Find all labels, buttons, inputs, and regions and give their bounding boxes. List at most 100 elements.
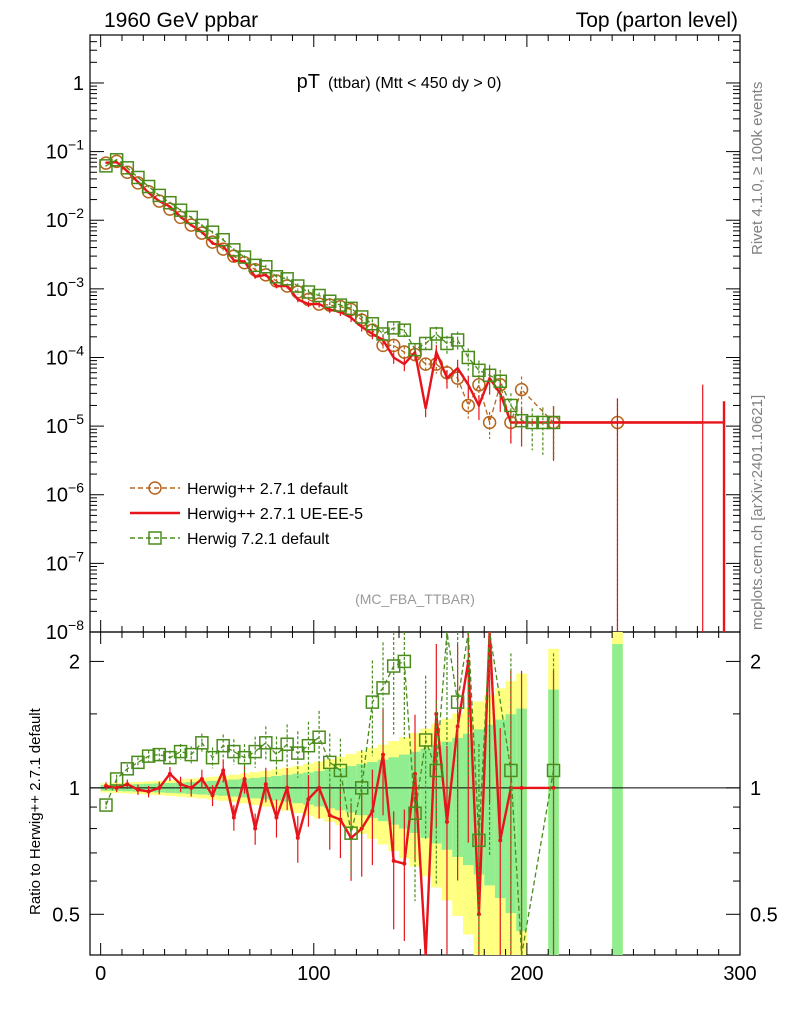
ratio-point-square bbox=[301, 738, 316, 753]
ratio-point-square bbox=[291, 746, 305, 760]
ratio-point bbox=[498, 838, 503, 843]
ratio-plot-frame bbox=[89, 631, 741, 956]
ratio-band-inner bbox=[484, 724, 495, 886]
data-point-circle bbox=[195, 226, 209, 240]
ratio-point-square bbox=[323, 755, 337, 770]
legend: Herwig++ 2.7.1 default Herwig++ 2.7.1 UE… bbox=[130, 481, 363, 548]
ratio-series-line bbox=[105, 631, 555, 956]
ratio-point bbox=[274, 815, 279, 820]
analysis-id-label: (MC_FBA_TTBAR) bbox=[355, 591, 475, 607]
x-tick-label: 300 bbox=[723, 963, 756, 985]
data-point-square bbox=[269, 270, 284, 284]
ratio-point-square bbox=[472, 833, 486, 848]
data-point-square bbox=[205, 225, 220, 239]
ratio-point bbox=[125, 782, 130, 787]
ratio-point bbox=[359, 826, 364, 831]
ratio-point bbox=[391, 858, 396, 863]
data-point-square bbox=[450, 333, 465, 347]
ratio-point-square bbox=[109, 772, 124, 786]
x-tick-label: 100 bbox=[297, 963, 330, 985]
ratio-tick-label: 2 bbox=[750, 651, 761, 673]
ratio-point bbox=[189, 785, 194, 790]
data-point-square bbox=[429, 327, 444, 341]
ratio-point-square bbox=[259, 736, 273, 750]
data-point-square bbox=[141, 179, 156, 194]
data-point-square bbox=[184, 210, 198, 225]
ratio-point bbox=[370, 809, 375, 814]
data-point-square bbox=[216, 232, 230, 247]
ratio-point bbox=[413, 771, 417, 776]
ratio-point bbox=[199, 776, 204, 781]
ratio-point bbox=[253, 826, 258, 831]
data-point-square bbox=[504, 398, 518, 413]
ratio-point bbox=[317, 785, 322, 790]
ratio-point-square bbox=[344, 826, 358, 840]
ratio-point bbox=[221, 768, 226, 773]
x-tick-label: 0 bbox=[95, 963, 106, 985]
data-point-square bbox=[301, 285, 316, 299]
data-point-square bbox=[152, 188, 167, 203]
data-point-circle bbox=[472, 378, 486, 392]
data-point-circle bbox=[216, 242, 230, 256]
data-point-square bbox=[493, 374, 507, 389]
data-point-circle bbox=[205, 235, 220, 249]
ratio-point-square bbox=[397, 654, 412, 669]
ratio-point-square bbox=[195, 736, 209, 750]
ratio-point bbox=[402, 861, 407, 866]
data-point-square bbox=[472, 363, 486, 378]
ratio-tick-label: 0.5 bbox=[750, 904, 778, 926]
y-tick-label: 10−8 bbox=[46, 617, 84, 644]
y-tick-label: 10−4 bbox=[46, 342, 84, 369]
ratio-point-square bbox=[429, 763, 444, 778]
ratio-point bbox=[285, 785, 290, 790]
data-point-square bbox=[536, 415, 550, 430]
ratio-point-square bbox=[248, 744, 262, 759]
ratio-point bbox=[167, 771, 172, 776]
ratio-point bbox=[444, 819, 449, 824]
ratio-point bbox=[519, 785, 524, 790]
legend-label-herwig-721-default: Herwig 7.2.1 default bbox=[187, 531, 330, 548]
ratio-band-inner bbox=[292, 773, 304, 804]
y-tick-label: 10−2 bbox=[46, 205, 84, 232]
ratio-point bbox=[434, 711, 439, 716]
ratio-tick-label: 0.5 bbox=[52, 904, 80, 926]
ratio-tick-label: 1 bbox=[69, 778, 80, 800]
ratio-point-square bbox=[376, 681, 390, 695]
ratio-point bbox=[306, 797, 311, 802]
ratio-point-square bbox=[141, 749, 156, 763]
data-point-square bbox=[120, 161, 135, 175]
data-point-square bbox=[163, 195, 177, 210]
ratio-y-axis-label: Ratio to Herwig++ 2.7.1 default bbox=[27, 707, 44, 915]
ratio-band-inner bbox=[345, 766, 357, 813]
ratio-point bbox=[210, 793, 215, 798]
ratio-point-square bbox=[408, 806, 422, 821]
ratio-point bbox=[146, 789, 151, 794]
ratio-band-inner bbox=[388, 757, 400, 825]
y-tick-label: 10−1 bbox=[46, 137, 84, 164]
data-point-square bbox=[248, 258, 262, 273]
header-process-label: Top (parton level) bbox=[576, 9, 738, 32]
ratio-point-square bbox=[386, 659, 401, 673]
x-tick-label: 200 bbox=[510, 963, 543, 985]
ratio-point bbox=[103, 784, 108, 789]
ratio-point-square bbox=[173, 744, 188, 759]
data-point-circle bbox=[418, 357, 433, 371]
data-point-square bbox=[280, 272, 294, 286]
series-line bbox=[105, 160, 618, 425]
ratio-point-square bbox=[280, 737, 294, 752]
data-point-square bbox=[344, 301, 358, 316]
data-series bbox=[99, 153, 726, 956]
ratio-point-square bbox=[546, 763, 561, 778]
ratio-point-square bbox=[312, 730, 326, 744]
ratio-point-square bbox=[184, 747, 198, 762]
header-energy-label: 1960 GeV ppbar bbox=[104, 9, 258, 32]
data-point-circle bbox=[461, 398, 476, 413]
y-tick-label: 10−6 bbox=[46, 480, 84, 507]
legend-label-herwig-271-ue-ee-5: Herwig++ 2.7.1 UE-EE-5 bbox=[187, 506, 363, 523]
ratio-point bbox=[114, 785, 119, 790]
data-point-square bbox=[397, 323, 412, 337]
ratio-point-square bbox=[354, 781, 369, 795]
ratio-band-inner bbox=[399, 754, 410, 829]
chart-title-suffix: (ttbar) (Mtt < 450 dy > 0) bbox=[328, 75, 501, 92]
